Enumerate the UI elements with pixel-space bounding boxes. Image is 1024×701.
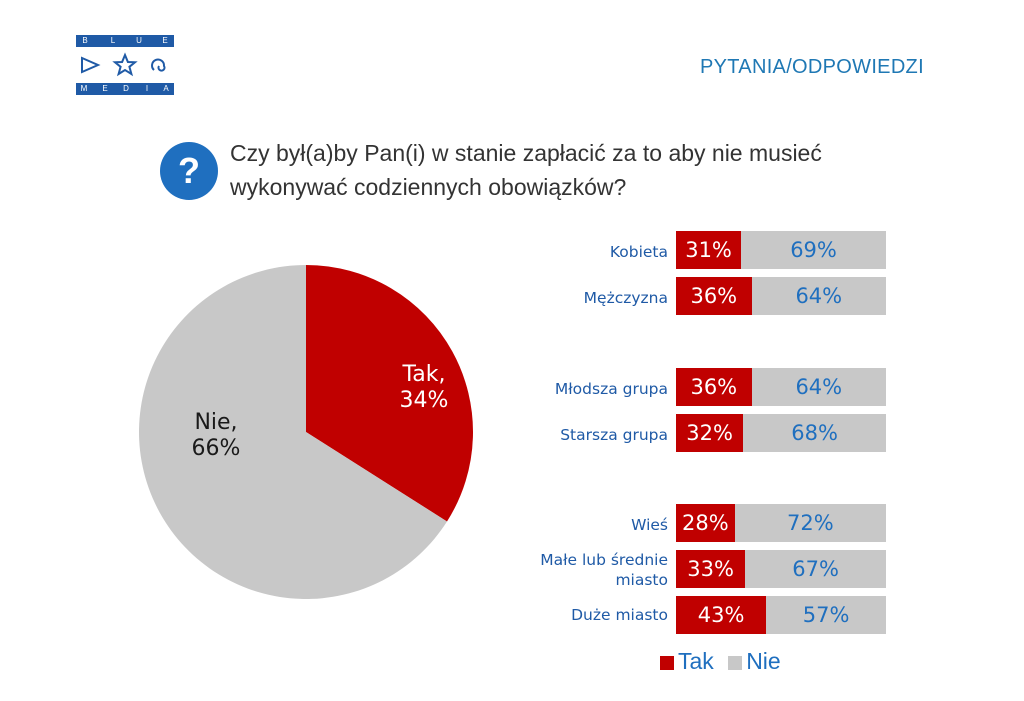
pie-label-nie-name: Nie, <box>194 410 238 435</box>
question-text: Czy był(a)by Pan(i) w stanie zapłacić za… <box>230 140 822 200</box>
blue-media-logo: B L U E M E D I A <box>76 35 174 95</box>
bar-segment-nie <box>743 414 886 452</box>
bar-value-tak: 33% <box>687 557 734 581</box>
bar-segment-nie <box>741 231 886 269</box>
pie-label-tak: Tak, 34% <box>388 362 460 414</box>
logo-letter: U <box>136 36 142 45</box>
legend: Tak Nie <box>660 648 789 675</box>
logo-letter: E <box>102 84 108 93</box>
legend-item-nie: Nie <box>728 648 781 674</box>
legend-label-tak: Tak <box>678 648 714 674</box>
bar-label-mezczyzna: Mężczyzna <box>583 289 668 307</box>
bar-row: 28% 72% <box>676 504 886 542</box>
pie-slice-tak <box>306 265 474 522</box>
bar-value-tak: 31% <box>685 238 732 262</box>
bar-segment-tak <box>676 368 752 406</box>
bar-row: 36% 64% <box>676 368 886 406</box>
bar-value-tak: 28% <box>682 511 729 535</box>
logo-letter: L <box>110 36 116 45</box>
bar-value-tak: 32% <box>686 421 733 445</box>
bar-segment-nie <box>751 277 886 315</box>
spiral-icon <box>151 58 166 72</box>
logo-letter: I <box>145 84 149 93</box>
bar-label-starsza-grupa: Starsza grupa <box>560 426 668 444</box>
bar-segment-tak <box>676 277 752 315</box>
bar-label-wies: Wieś <box>631 516 668 534</box>
bar-value-tak: 36% <box>690 375 738 399</box>
bar-segment-nie <box>751 368 886 406</box>
pie-label-tak-name: Tak, <box>402 362 446 387</box>
logo-letter: E <box>162 36 168 45</box>
bar-segment-tak <box>676 414 744 452</box>
bar-row: 43% 57% <box>676 596 886 634</box>
bar-row: 36% 64% <box>676 277 886 315</box>
bar-value-nie: 69% <box>790 238 837 262</box>
bar-segment-nie <box>734 504 886 542</box>
pie-label-tak-value: 34% <box>399 388 449 413</box>
bar-value-nie: 64% <box>795 375 843 399</box>
bar-row: 31% 69% <box>676 231 886 269</box>
logo-bottom-bar: M E D I A <box>76 83 174 95</box>
bar-row: 32% 68% <box>676 414 886 452</box>
logo-top-bar: B L U E <box>76 35 174 47</box>
bar-label-duze-miasto: Duże miasto <box>571 606 668 624</box>
bar-label-male-miasto: Małe lub średnie miasto <box>540 551 668 589</box>
question-mark-icon: ? <box>160 142 218 200</box>
bar-segment-nie <box>766 596 886 634</box>
pie-label-nie: Nie, 66% <box>180 410 252 462</box>
logo-letter: D <box>123 84 129 93</box>
bar-segment-tak <box>676 596 767 634</box>
bar-value-nie: 68% <box>791 421 838 445</box>
pie-label-nie-value: 66% <box>191 436 241 461</box>
bar-value-tak: 36% <box>690 284 738 308</box>
bar-row: 33% 67% <box>676 550 886 588</box>
bar-segment-nie <box>745 550 886 588</box>
pie-slice-nie <box>139 265 448 599</box>
legend-swatch-tak <box>660 655 674 670</box>
bar-segment-tak <box>676 231 742 269</box>
bar-segment-tak <box>676 504 735 542</box>
legend-item-tak: Tak <box>660 648 720 674</box>
logo-letter: M <box>80 84 88 93</box>
section-title: PYTANIA/ODPOWIEDZI <box>700 56 924 78</box>
bar-segment-tak <box>676 550 746 588</box>
bar-value-nie: 57% <box>802 603 850 627</box>
bar-value-nie: 72% <box>787 511 834 535</box>
bar-value-nie: 64% <box>795 284 843 308</box>
star-icon <box>112 52 138 77</box>
logo-icons <box>81 52 166 77</box>
legend-label-nie: Nie <box>746 648 781 674</box>
bar-label-kobieta: Kobieta <box>609 243 668 261</box>
play-icon <box>81 56 101 74</box>
bar-value-tak: 43% <box>697 603 745 627</box>
logo-letter: A <box>163 84 169 93</box>
legend-swatch-nie <box>728 655 743 670</box>
logo-letter: B <box>82 36 88 45</box>
bar-value-nie: 67% <box>792 557 839 581</box>
bar-label-mlodsza-grupa: Młodsza grupa <box>554 380 668 398</box>
